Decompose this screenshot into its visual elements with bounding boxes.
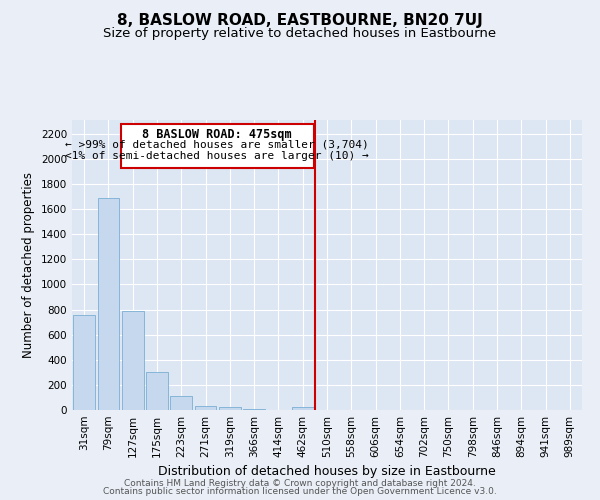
Text: Contains public sector information licensed under the Open Government Licence v3: Contains public sector information licen… <box>103 487 497 496</box>
Bar <box>292 408 314 410</box>
X-axis label: Distribution of detached houses by size in Eastbourne: Distribution of detached houses by size … <box>158 466 496 478</box>
Bar <box>146 372 168 410</box>
Y-axis label: Number of detached properties: Number of detached properties <box>22 172 35 358</box>
Bar <box>122 311 143 410</box>
Text: ← >99% of detached houses are smaller (3,704): ← >99% of detached houses are smaller (3… <box>65 139 369 149</box>
Bar <box>194 406 217 410</box>
Bar <box>73 314 95 410</box>
Text: Size of property relative to detached houses in Eastbourne: Size of property relative to detached ho… <box>103 28 497 40</box>
Bar <box>97 198 119 410</box>
Bar <box>219 408 241 410</box>
FancyBboxPatch shape <box>121 124 314 168</box>
Bar <box>170 396 192 410</box>
Text: <1% of semi-detached houses are larger (10) →: <1% of semi-detached houses are larger (… <box>65 150 369 160</box>
Text: 8, BASLOW ROAD, EASTBOURNE, BN20 7UJ: 8, BASLOW ROAD, EASTBOURNE, BN20 7UJ <box>117 12 483 28</box>
Text: 8 BASLOW ROAD: 475sqm: 8 BASLOW ROAD: 475sqm <box>142 128 292 140</box>
Text: Contains HM Land Registry data © Crown copyright and database right 2024.: Contains HM Land Registry data © Crown c… <box>124 478 476 488</box>
